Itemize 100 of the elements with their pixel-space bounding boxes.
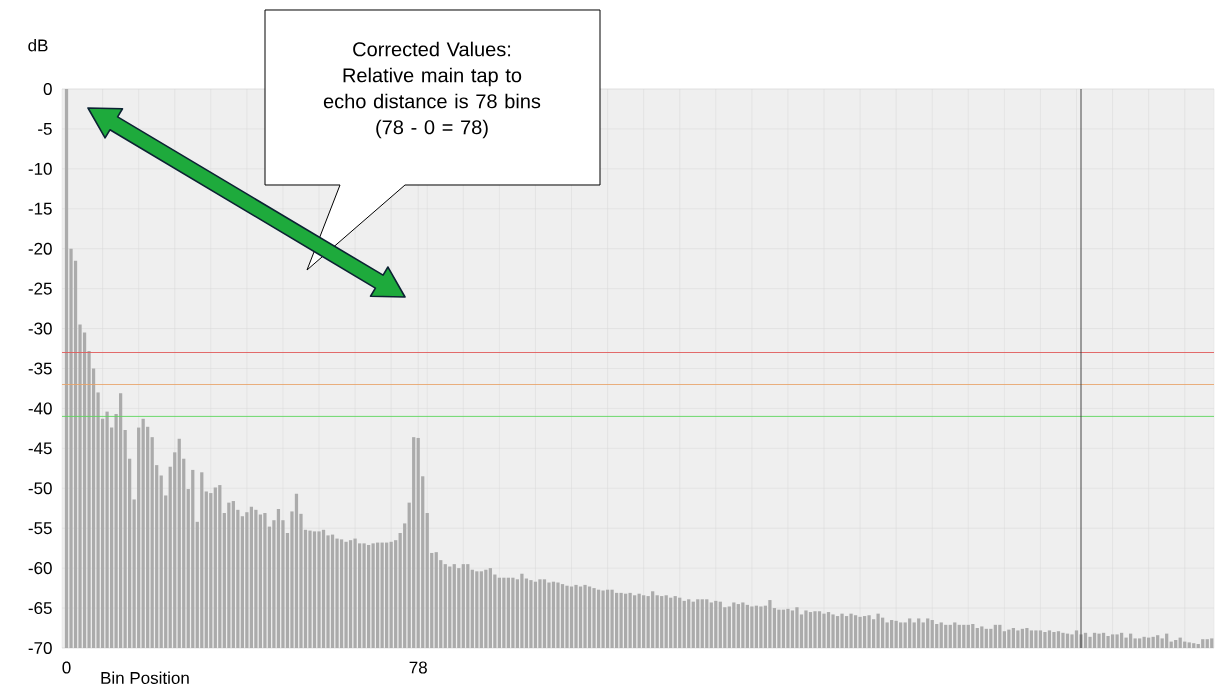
bar xyxy=(403,523,407,648)
bar xyxy=(862,616,867,648)
bar xyxy=(578,586,583,648)
bar xyxy=(966,624,970,648)
bar xyxy=(1007,629,1011,648)
y-tick-label: -60 xyxy=(28,562,52,575)
bar xyxy=(461,564,465,648)
y-tick-label: -30 xyxy=(28,322,52,335)
bar xyxy=(330,534,335,648)
y-tick-label: -25 xyxy=(28,282,52,295)
bar xyxy=(524,578,529,648)
bar xyxy=(348,540,353,648)
bar xyxy=(678,597,682,648)
bar xyxy=(204,491,208,648)
bar xyxy=(150,437,154,648)
y-tick-label: -10 xyxy=(28,162,52,175)
bar xyxy=(682,600,686,648)
y-tick-label: -20 xyxy=(28,242,52,255)
bar xyxy=(484,569,488,648)
bar xyxy=(425,513,429,648)
bar xyxy=(660,596,664,648)
bar xyxy=(574,584,578,648)
bar xyxy=(64,88,69,648)
bar xyxy=(1133,638,1137,648)
bar xyxy=(479,571,483,648)
bar xyxy=(975,628,979,648)
bar xyxy=(240,516,244,648)
y-axis-title: dB xyxy=(28,38,48,52)
bar xyxy=(1061,632,1065,648)
bar xyxy=(1201,639,1205,648)
bar xyxy=(741,602,745,648)
bar xyxy=(642,595,646,648)
bar xyxy=(1124,637,1128,648)
bar xyxy=(1101,632,1106,648)
bar xyxy=(700,599,704,648)
bar xyxy=(849,613,853,648)
bar xyxy=(105,411,109,648)
bar xyxy=(1074,630,1079,648)
bar xyxy=(1088,636,1092,648)
bar xyxy=(412,437,416,648)
bar xyxy=(592,588,596,648)
bar xyxy=(569,586,574,648)
bar xyxy=(529,580,533,648)
bar xyxy=(971,624,975,648)
bar xyxy=(488,568,492,648)
bar xyxy=(511,577,515,648)
bar xyxy=(727,606,731,648)
bar xyxy=(321,529,326,648)
bar xyxy=(637,593,641,648)
bar xyxy=(953,622,957,648)
bar xyxy=(750,606,754,648)
bar xyxy=(1052,632,1056,648)
bar xyxy=(745,604,749,648)
bar xyxy=(159,475,163,648)
bar xyxy=(218,485,222,648)
bar xyxy=(691,601,695,648)
bar xyxy=(1097,633,1101,648)
bar xyxy=(362,543,366,648)
bar xyxy=(443,564,447,648)
y-tick-label: -35 xyxy=(28,362,52,375)
bar xyxy=(844,616,849,648)
bar xyxy=(826,612,831,648)
bar xyxy=(912,622,916,648)
bar xyxy=(1187,642,1191,648)
bar xyxy=(1110,634,1115,648)
bar xyxy=(470,569,474,648)
bar xyxy=(542,579,547,648)
bar xyxy=(786,608,790,648)
bar xyxy=(141,418,145,648)
bar xyxy=(817,611,822,648)
bar xyxy=(858,616,862,648)
bar xyxy=(610,589,614,648)
bar xyxy=(173,452,177,648)
y-tick-label: -70 xyxy=(28,641,52,655)
bar xyxy=(1092,632,1097,648)
bar xyxy=(853,615,858,648)
bar xyxy=(687,599,691,648)
bar xyxy=(989,628,993,648)
bar xyxy=(831,614,835,648)
bar xyxy=(448,566,452,648)
bar xyxy=(890,620,894,648)
bar xyxy=(628,592,632,648)
bar xyxy=(759,606,763,648)
bar xyxy=(1156,635,1160,648)
bar xyxy=(385,542,389,648)
bar xyxy=(601,590,605,648)
bar xyxy=(944,624,948,648)
bar xyxy=(1016,630,1020,648)
bar xyxy=(1151,636,1155,648)
y-tick-label: 0 xyxy=(43,82,52,96)
bar xyxy=(917,618,921,648)
y-tick-label: -50 xyxy=(28,482,52,495)
bar xyxy=(804,610,808,648)
bar xyxy=(984,628,988,648)
annotation: Relative main tap to echo distance is 78 bins xyxy=(323,67,541,109)
bar xyxy=(781,609,786,648)
bar xyxy=(736,604,740,648)
bar xyxy=(669,597,673,648)
bar xyxy=(263,513,267,648)
bar xyxy=(520,573,524,648)
